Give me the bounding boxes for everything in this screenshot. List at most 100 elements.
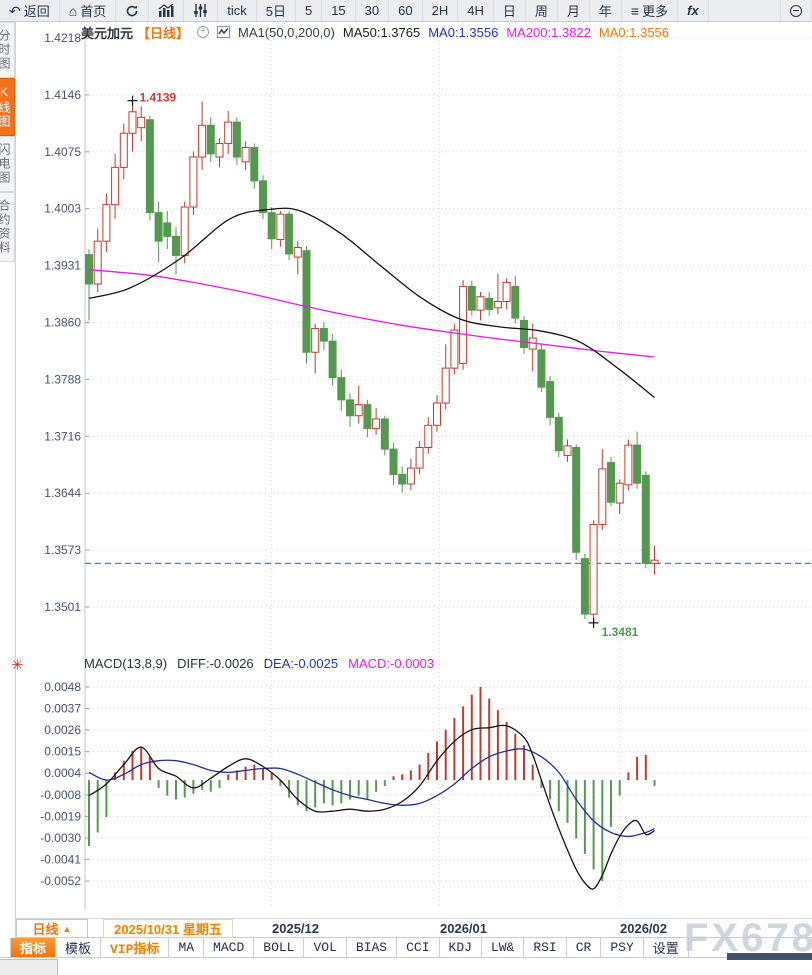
tab-boll[interactable]: BOLL	[254, 938, 305, 957]
macd-layer	[88, 687, 656, 890]
sidebar-tab-candle-chart[interactable]: K线图	[0, 78, 15, 136]
tab-rsi[interactable]: RSI	[524, 938, 567, 957]
sidebar-tab-label: K线图	[0, 85, 11, 129]
x-tick-label: 2026/01	[440, 921, 487, 936]
tab-vol[interactable]: VOL	[304, 938, 347, 957]
timeframe-tag: 【日线】	[137, 25, 190, 41]
refresh-button[interactable]	[116, 0, 150, 21]
period-5d[interactable]: 5日	[257, 0, 296, 21]
formula-button[interactable]: fx	[678, 0, 709, 21]
macd-y-axis-label: -0.0041	[40, 852, 81, 866]
y-axis-label: 1.3644	[44, 486, 81, 500]
symbol-name: 美元加元	[81, 25, 134, 41]
sidebar-tab-time-chart[interactable]: 分时图	[0, 22, 15, 78]
macd-y-axis-label: 0.0015	[44, 745, 81, 759]
home-button[interactable]: ⌂ 首页	[60, 0, 117, 21]
chart-header: 美元加元 【日线】 + MA1(50,0,200,0) MA50:1.3765 M…	[81, 24, 670, 41]
sliders-icon	[194, 4, 208, 17]
period-4h[interactable]: 4H	[458, 0, 494, 21]
chart-type-sidebar: 分时图 K线图 闪电图 合约资料	[0, 22, 16, 938]
candles-layer	[85, 100, 659, 623]
tab-psy[interactable]: PSY	[601, 938, 644, 957]
macd-grid: 0.0048 0.0037 0.0026 0.0015 0.0004 -0.0008 -0.…	[40, 680, 812, 888]
period-label: 日	[502, 4, 516, 19]
add-compare-icon[interactable]: +	[197, 26, 210, 38]
x-tick-label: 2025/12	[272, 921, 319, 936]
y-axis-label: 1.4218	[44, 31, 81, 45]
zoom-out-button[interactable]	[780, 0, 812, 21]
tab-template[interactable]: 模板	[56, 938, 102, 957]
y-axis-label: 1.3573	[44, 543, 81, 557]
chart-style-button[interactable]	[149, 0, 185, 21]
zoom-out-icon	[790, 4, 802, 17]
period-week[interactable]: 周	[526, 0, 558, 21]
timeframe-selector[interactable]: 日线 ▲	[16, 919, 88, 938]
period-label: 15	[331, 3, 346, 18]
top-toolbar: ↶ 返回 ⌂ 首页	[0, 0, 812, 22]
y-axis-label: 1.3860	[44, 316, 81, 330]
high-annotation: 1.4139	[140, 91, 177, 105]
period-year[interactable]: 年	[590, 0, 622, 21]
low-annotation: 1.3481	[602, 625, 639, 639]
tab-kdj[interactable]: KDJ	[440, 938, 482, 957]
period-60[interactable]: 60	[389, 0, 423, 21]
period-5[interactable]: 5	[296, 0, 323, 21]
tab-macd[interactable]: MACD	[204, 938, 255, 957]
refresh-icon	[126, 5, 138, 16]
macd-y-axis-label: -0.0052	[40, 874, 81, 888]
y-axis-label: 1.3501	[44, 600, 81, 614]
tab-indicator[interactable]: 指标	[10, 938, 57, 957]
period-15[interactable]: 15	[322, 0, 356, 21]
x-tick-label: 2026/02	[620, 921, 667, 936]
sidebar-tab-contract-info[interactable]: 合约资料	[0, 192, 15, 262]
sidebar-tab-label: 合约资料	[0, 199, 11, 255]
tab-bias[interactable]: BIAS	[347, 938, 398, 957]
tab-cr[interactable]: CR	[567, 938, 602, 957]
sidebar-tab-label: 分时图	[0, 29, 11, 71]
period-label: 30	[364, 3, 380, 18]
macd-y-axis-label: -0.0008	[40, 788, 81, 802]
indicator-tabs-bar: 指标 模板 VIP指标 MA MACD BOLL VOL BIAS CCI KD…	[0, 937, 812, 958]
scrollbar-thumb[interactable]	[727, 953, 812, 960]
period-tick[interactable]: tick	[218, 0, 257, 21]
sidebar-tab-label: 闪电图	[0, 143, 11, 185]
period-30[interactable]: 30	[356, 0, 390, 21]
ma0-orange-value: MA0:1.3556	[598, 24, 670, 40]
x-axis-row: 日线 ▲ 2025/10/31 星期五 2025/12 2026/01 2026…	[16, 918, 812, 938]
tab-cci[interactable]: CCI	[397, 938, 440, 957]
ma50-line	[88, 207, 655, 399]
annotations-layer: 1.4139 1.3481	[127, 91, 639, 639]
sidebar-tab-lightning-chart[interactable]: 闪电图	[0, 136, 15, 192]
mini-chart-icon[interactable]	[217, 26, 231, 38]
period-label: 60	[398, 3, 413, 18]
tab-settings[interactable]: 设置	[644, 938, 689, 957]
macd-settings-label: MACD(13,8,9)	[84, 656, 168, 671]
period-2h[interactable]: 2H	[423, 0, 459, 21]
macd-y-axis-label: -0.0019	[40, 809, 81, 823]
y-axis-label: 1.4003	[44, 202, 81, 216]
diff-line	[88, 724, 655, 890]
period-label: tick	[227, 3, 247, 18]
timeframe-label: 日线	[32, 922, 59, 937]
more-label: 更多	[642, 4, 669, 19]
y-axis-label: 1.4075	[44, 145, 81, 159]
indicator-sun-icon[interactable]: ✳	[11, 657, 24, 674]
y-axis-label: 1.4146	[44, 88, 81, 102]
more-button[interactable]: ≡ 更多	[622, 0, 679, 21]
tab-lw[interactable]: LW&	[482, 938, 525, 957]
period-label: 2H	[431, 3, 449, 18]
tab-ma[interactable]: MA	[169, 938, 205, 957]
period-day[interactable]: 日	[494, 0, 526, 21]
tab-vip-indicator[interactable]: VIP指标	[101, 938, 170, 957]
bar-chart-icon	[158, 4, 174, 17]
period-label: 年	[598, 4, 612, 19]
back-button[interactable]: ↶ 返回	[0, 0, 60, 21]
macd-y-axis-label: 0.0004	[44, 766, 81, 780]
indicator-settings-button[interactable]	[184, 0, 219, 21]
back-arrow-icon: ↶	[9, 2, 21, 19]
period-month[interactable]: 月	[558, 0, 590, 21]
y-axis-label: 1.3788	[44, 372, 81, 386]
macd-y-axis-label: 0.0026	[44, 723, 81, 737]
